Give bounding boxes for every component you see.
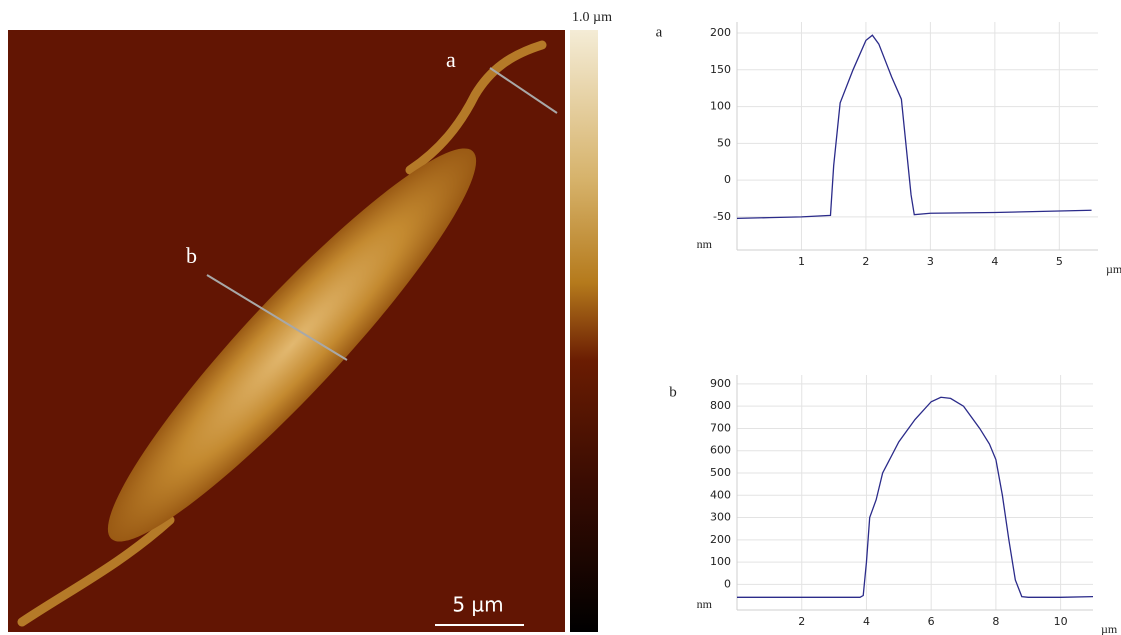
cell-body xyxy=(107,148,477,542)
color-bar-label: 1.0 µm xyxy=(572,10,612,25)
x-axis-label: µm xyxy=(1106,262,1121,276)
y-tick-label: 200 xyxy=(710,533,731,546)
x-tick-label: 3 xyxy=(927,255,934,268)
profile-line xyxy=(737,396,1094,598)
y-tick-label: 0 xyxy=(724,173,731,186)
y-tick-label: 500 xyxy=(710,466,731,479)
y-tick-label: 700 xyxy=(710,421,731,434)
cell-tail xyxy=(405,40,547,175)
y-tick-label: 400 xyxy=(710,488,731,501)
x-tick-label: 6 xyxy=(928,615,935,628)
color-bar xyxy=(570,30,598,632)
y-tick-label: 800 xyxy=(710,399,731,412)
x-tick-label: 4 xyxy=(991,255,998,268)
y-tick-label: 100 xyxy=(710,555,731,568)
y-tick-label: -50 xyxy=(713,210,731,223)
x-axis-label: µm xyxy=(1101,622,1118,635)
x-tick-label: 10 xyxy=(1054,615,1068,628)
y-tick-label: 900 xyxy=(710,377,731,390)
panel-label: b xyxy=(669,384,677,400)
x-tick-label: 1 xyxy=(798,255,805,268)
x-tick-label: 2 xyxy=(862,255,869,268)
y-tick-label: 150 xyxy=(710,63,731,76)
profile-line xyxy=(206,274,348,361)
y-tick-label: 200 xyxy=(710,26,731,39)
y-axis-label: nm xyxy=(697,597,713,611)
y-tick-label: 0 xyxy=(724,577,731,590)
y-axis-label: nm xyxy=(697,237,713,251)
profile-label: a xyxy=(446,47,456,72)
profile-label: b xyxy=(186,243,197,268)
y-tick-label: 100 xyxy=(710,100,731,113)
x-tick-label: 5 xyxy=(1056,255,1063,268)
afm-image: a b 5 µm xyxy=(8,30,565,632)
y-tick-label: 600 xyxy=(710,444,731,457)
scale-bar-label: 5 µm xyxy=(452,593,503,617)
y-tick-label: 300 xyxy=(710,511,731,524)
x-tick-label: 4 xyxy=(863,615,870,628)
panel-label: a xyxy=(656,24,663,40)
y-tick-label: 50 xyxy=(717,136,731,149)
x-tick-label: 2 xyxy=(798,615,805,628)
x-tick-label: 8 xyxy=(992,615,999,628)
cell-tail xyxy=(17,515,175,627)
profile-line xyxy=(489,67,558,114)
profile-line xyxy=(736,34,1092,220)
